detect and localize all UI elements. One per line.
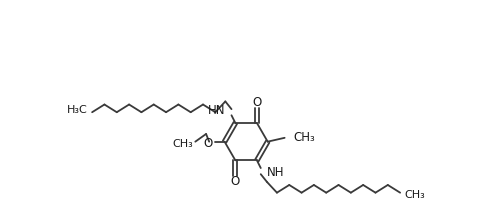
Text: O: O bbox=[230, 175, 240, 188]
Text: O: O bbox=[203, 137, 212, 150]
Text: HN: HN bbox=[207, 104, 225, 117]
Text: O: O bbox=[252, 96, 261, 109]
Text: NH: NH bbox=[266, 166, 284, 179]
Text: H₃C: H₃C bbox=[67, 105, 87, 115]
Text: CH₃: CH₃ bbox=[293, 131, 315, 144]
Text: CH₃: CH₃ bbox=[404, 190, 425, 200]
Text: CH₃: CH₃ bbox=[172, 139, 192, 149]
